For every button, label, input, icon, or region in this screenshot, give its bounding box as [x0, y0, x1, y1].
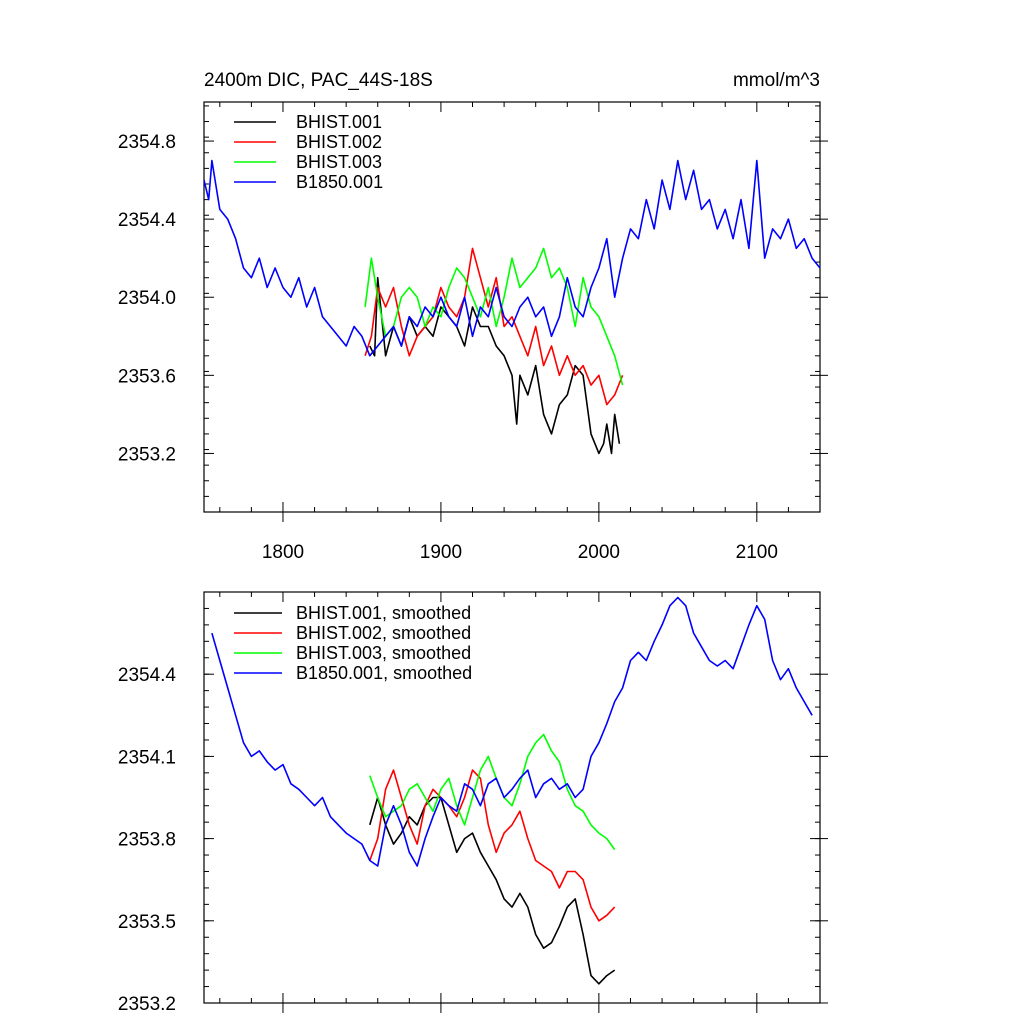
x-tick-label: 1900 — [420, 542, 462, 563]
series-line-3 — [369, 733, 616, 851]
legend-label: B1850.001, smoothed — [296, 663, 472, 683]
legend-label: BHIST.002 — [296, 132, 382, 152]
y-tick-label: 2353.2 — [118, 444, 176, 465]
series-line-2 — [369, 769, 616, 922]
legend-label: BHIST.003, smoothed — [296, 643, 471, 663]
y-tick-label: 2354.4 — [118, 665, 177, 686]
y-tick-label: 2354.0 — [118, 288, 176, 309]
plot-frame — [203, 101, 821, 513]
series-line-4 — [203, 159, 821, 357]
x-tick-label: 2000 — [578, 542, 620, 563]
legend-label: B1850.001 — [296, 172, 383, 192]
panel-bottom: 2353.2 2353.5 2353.8 2354.1 2354.4 BHIST.001,… — [118, 591, 828, 1015]
x-tick-label: 1800 — [262, 542, 304, 563]
plot-frame — [203, 591, 821, 1004]
y-tick-label: 2354.4 — [118, 210, 177, 231]
y-tick-label: 2353.2 — [118, 994, 176, 1015]
y-tick-label: 2354.8 — [118, 132, 176, 153]
panel1-title: 2400m DIC, PAC_44S-18S — [204, 70, 433, 91]
legend-label: BHIST.003 — [296, 152, 382, 172]
y-tick-label: 2353.6 — [118, 366, 176, 387]
legend-label: BHIST.002, smoothed — [296, 623, 471, 643]
panel-top: 1800 1900 2000 2100 2353.2 2353.6 2354.0 2354.4… — [118, 101, 828, 563]
series-line-3 — [364, 247, 624, 386]
series-line-1 — [369, 796, 616, 985]
x-tick-label: 2100 — [736, 542, 778, 563]
panel1-units: mmol/m^3 — [733, 70, 820, 91]
series-line-4 — [211, 596, 813, 867]
y-tick-label: 2353.5 — [118, 912, 176, 933]
y-tick-label: 2353.8 — [118, 830, 176, 851]
y-tick-label: 2354.1 — [118, 747, 176, 768]
series-line-2 — [364, 247, 624, 406]
legend-label: BHIST.001 — [296, 112, 382, 132]
legend-label: BHIST.001, smoothed — [296, 603, 471, 623]
